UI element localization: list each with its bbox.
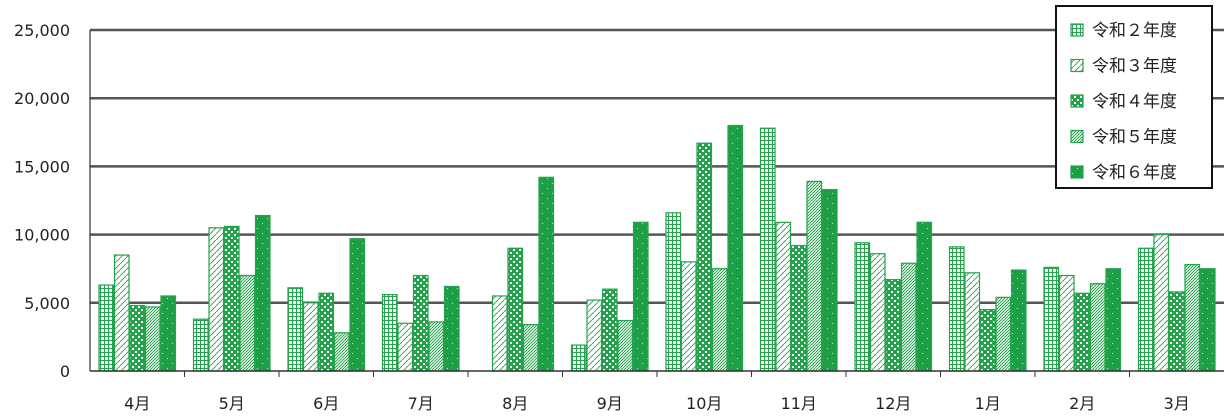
bar (790, 244, 807, 372)
bar (711, 268, 728, 372)
bar (948, 246, 965, 372)
x-tick-label: 4月 (124, 394, 150, 412)
bar (192, 318, 209, 372)
bar (821, 188, 838, 372)
bar (538, 176, 555, 372)
bar (349, 238, 366, 372)
bar (1199, 268, 1216, 372)
bar (491, 295, 508, 372)
bar (1153, 234, 1170, 372)
x-tick-label: 12月 (875, 394, 911, 412)
bar (632, 221, 649, 372)
y-tick-label: 10,000 (14, 226, 70, 245)
bar (1168, 291, 1185, 372)
bar (570, 344, 587, 372)
y-tick-label: 25,000 (14, 21, 70, 40)
bar (727, 124, 744, 372)
bar (239, 274, 256, 372)
legend-swatch (1070, 165, 1084, 179)
bar (144, 306, 161, 372)
bar (759, 127, 776, 372)
bar (979, 309, 996, 372)
x-tick-label: 5月 (219, 394, 245, 412)
bar (964, 272, 981, 372)
legend-label: 令和３年度 (1092, 57, 1177, 77)
bar (1010, 269, 1027, 372)
x-tick-label: 11月 (781, 394, 817, 412)
legend-swatch (1070, 94, 1084, 108)
bar (775, 221, 792, 372)
bar (208, 227, 225, 372)
x-tick-label: 10月 (686, 394, 722, 412)
bar (1074, 292, 1091, 372)
bar (854, 242, 871, 372)
bar (113, 254, 130, 372)
legend-label: 令和６年度 (1092, 163, 1177, 183)
bar (916, 221, 933, 372)
bar (381, 294, 398, 372)
legend-swatch (1070, 58, 1084, 73)
x-tick-label: 1月 (975, 394, 1001, 412)
x-tick-label: 7月 (408, 394, 434, 412)
bar (507, 247, 524, 372)
bar (412, 274, 429, 372)
bar (665, 212, 682, 372)
legend-label: 令和４年度 (1092, 92, 1177, 112)
bar (129, 304, 146, 372)
bar (522, 324, 539, 372)
bar (586, 299, 603, 372)
x-tick-label: 8月 (502, 394, 528, 412)
x-tick-label: 9月 (597, 394, 623, 412)
bar (287, 287, 304, 372)
gridlines (90, 28, 1224, 305)
bar (1089, 283, 1106, 372)
bar (869, 253, 886, 372)
bar (601, 288, 618, 372)
bars (98, 124, 1216, 372)
bar (1058, 274, 1075, 372)
bar (302, 302, 319, 372)
bar (443, 285, 460, 372)
bar (617, 319, 634, 372)
bar (98, 284, 115, 372)
y-tick-label: 0 (60, 362, 70, 381)
bar (1184, 264, 1201, 372)
legend-swatch (1070, 23, 1084, 37)
bar (680, 261, 697, 372)
bar (885, 279, 902, 372)
bar (254, 214, 271, 372)
bar (1105, 268, 1122, 372)
bar (318, 292, 335, 372)
bar (160, 295, 177, 372)
bar (1043, 266, 1060, 372)
axes: 0 5,000 10,000 15,000 20,000 25,000 4月 5月 6月 7月 8月… (14, 21, 1224, 413)
bar (428, 321, 445, 372)
y-tick-label: 20,000 (14, 89, 70, 108)
bar (223, 225, 240, 372)
legend-swatch (1070, 129, 1084, 144)
bar (333, 332, 350, 372)
y-tick-label: 5,000 (24, 294, 70, 313)
y-tick-label: 15,000 (14, 157, 70, 176)
bar (1137, 247, 1154, 372)
bar (995, 296, 1012, 372)
legend-label: 令和５年度 (1092, 128, 1177, 148)
legend-label: 令和２年度 (1092, 21, 1177, 41)
bar (900, 262, 917, 372)
bar (696, 142, 713, 372)
x-tick-label: 6月 (313, 394, 339, 412)
x-tick-label: 2月 (1069, 394, 1095, 412)
bar (806, 180, 823, 372)
bar (397, 322, 414, 372)
x-tick-label: 3月 (1164, 394, 1190, 412)
